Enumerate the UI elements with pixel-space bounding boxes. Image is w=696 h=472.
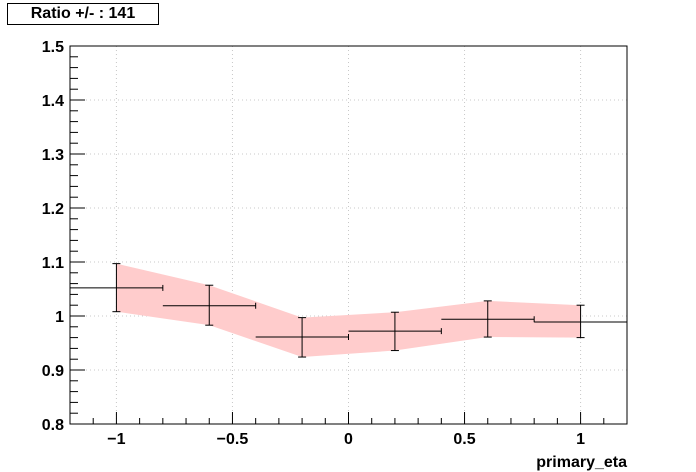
x-tick-label: −1: [107, 431, 125, 448]
y-tick-label: 1.4: [42, 93, 64, 110]
x-tick-label: 1: [576, 431, 585, 448]
x-tick-label: 0: [344, 431, 353, 448]
chart-title: Ratio +/- : 141: [7, 3, 159, 25]
y-tick-label: 1.3: [42, 147, 64, 164]
data-point: [534, 304, 627, 339]
data-points: [70, 263, 627, 358]
x-axis: −1 −0.5 0 0.5 1: [69, 412, 628, 448]
y-tick-label: 1.5: [42, 39, 64, 56]
y-tick-label: 0.9: [42, 363, 64, 380]
data-point: [441, 300, 535, 338]
x-axis-title: primary_eta: [536, 454, 627, 471]
data-point: [162, 284, 257, 326]
error-band: [116, 263, 581, 358]
data-point: [70, 263, 164, 313]
x-tick-label: −0.5: [217, 431, 249, 448]
grid: [70, 45, 627, 425]
data-point: [348, 311, 442, 352]
y-tick-label: 1.1: [42, 255, 64, 272]
y-tick-label: 1.2: [42, 201, 64, 218]
uncertainty-band: [116, 263, 581, 358]
data-point: [255, 317, 349, 358]
y-axis: 0.8 0.9 1 1.1 1.2 1.3 1.4 1.5: [42, 39, 85, 434]
x-tick-label: 0.5: [453, 431, 475, 448]
y-tick-label: 0.8: [42, 417, 64, 434]
y-tick-label: 1: [55, 309, 64, 326]
